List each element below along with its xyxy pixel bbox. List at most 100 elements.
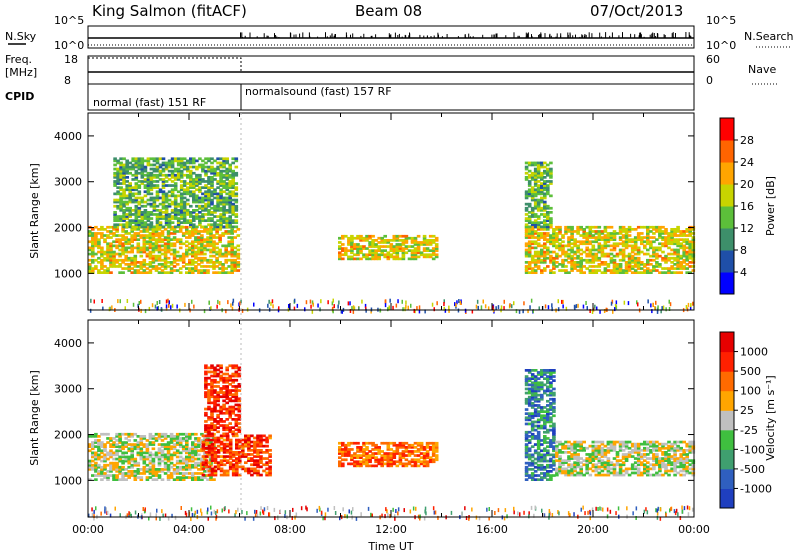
echo-cell — [536, 234, 541, 237]
echo-cell — [118, 238, 122, 241]
echo-cell — [182, 196, 187, 200]
echo-cell — [221, 267, 225, 270]
echo-cell — [146, 171, 151, 175]
echo-cell — [649, 269, 653, 272]
echo-cell — [344, 443, 348, 447]
echo-cell — [374, 452, 378, 455]
echo-cell — [225, 167, 229, 171]
noise-cell — [476, 299, 479, 304]
echo-cell — [225, 169, 229, 173]
echo-cell — [179, 188, 184, 192]
echo-cell — [603, 230, 608, 233]
echo-cell — [685, 240, 689, 244]
echo-cell — [106, 246, 110, 250]
echo-cell — [142, 457, 147, 461]
echo-cell — [188, 465, 192, 469]
echo-cell — [652, 269, 656, 272]
echo-cell — [609, 225, 614, 229]
echo-cell — [395, 448, 400, 451]
echo-cell — [549, 225, 553, 229]
echo-cell — [536, 228, 541, 231]
echo-cell — [530, 173, 535, 177]
echo-cell — [536, 463, 541, 467]
noise-cell — [418, 309, 421, 314]
echo-cell — [179, 161, 184, 165]
echo-cell — [618, 238, 623, 241]
echo-cell — [210, 200, 214, 204]
echo-cell — [198, 198, 202, 202]
echo-cell — [606, 232, 611, 235]
echo-cell — [673, 256, 677, 260]
echo-cell — [166, 238, 171, 241]
echo-cell — [609, 234, 614, 237]
echo-cell — [218, 254, 222, 258]
echo-cell — [530, 422, 535, 426]
echo-cell — [234, 428, 239, 432]
echo-cell — [133, 246, 138, 250]
echo-cell — [652, 265, 656, 268]
echo-cell — [533, 180, 538, 183]
echo-cell — [591, 256, 596, 260]
echo-cell — [392, 239, 397, 242]
echo-cell — [125, 165, 129, 169]
echo-cell — [88, 252, 92, 256]
echo-cell — [621, 225, 626, 229]
echo-cell — [422, 236, 427, 240]
echo-cell — [259, 440, 263, 444]
nsky-bar — [335, 34, 336, 38]
echo-cell — [219, 455, 224, 458]
echo-cell — [169, 447, 174, 451]
echo-cell — [533, 242, 538, 246]
nsky-bar — [605, 32, 607, 38]
echo-cell — [167, 204, 172, 208]
noise-cell — [397, 299, 399, 304]
echo-cell — [116, 161, 120, 165]
noise-cell — [410, 303, 412, 308]
echo-cell — [615, 254, 620, 258]
echo-cell — [207, 213, 211, 216]
echo-cell — [233, 246, 237, 250]
echo-cell — [157, 234, 162, 237]
echo-cell — [679, 230, 683, 233]
echo-cell — [389, 247, 394, 250]
echo-cell — [139, 261, 144, 264]
echo-cell — [121, 465, 125, 469]
echo-cell — [113, 176, 117, 179]
echo-cell — [198, 215, 202, 218]
echo-cell — [154, 453, 159, 457]
echo-cell — [579, 263, 583, 266]
echo-cell — [157, 455, 162, 459]
echo-cell — [244, 438, 248, 442]
echo-cell — [434, 236, 439, 240]
echo-cell — [154, 472, 159, 475]
echo-cell — [386, 446, 391, 449]
nsky-bar — [409, 32, 410, 38]
echo-cell — [157, 468, 162, 471]
echo-cell — [395, 460, 400, 464]
echo-cell — [383, 239, 387, 242]
echo-cell — [524, 461, 529, 465]
echo-cell — [228, 426, 232, 429]
echo-cell — [97, 465, 101, 469]
echo-cell — [191, 445, 195, 448]
echo-cell — [222, 163, 226, 167]
echo-cell — [207, 407, 211, 411]
echo-cell — [149, 157, 154, 161]
echo-cell — [536, 176, 541, 179]
echo-cell — [682, 250, 686, 254]
echo-cell — [615, 267, 620, 270]
noise-cell — [402, 307, 404, 312]
echo-cell — [181, 258, 186, 262]
echo-cell — [151, 242, 156, 246]
echo-cell — [106, 453, 110, 457]
echo-cell — [155, 221, 160, 224]
echo-cell — [133, 459, 138, 463]
echo-cell — [573, 240, 577, 244]
echo-cell — [606, 265, 611, 268]
echo-cell — [527, 173, 532, 177]
echo-cell — [109, 271, 113, 274]
echo-cell — [151, 461, 156, 465]
echo-cell — [549, 167, 553, 171]
echo-cell — [540, 252, 544, 256]
echo-cell — [419, 441, 424, 445]
